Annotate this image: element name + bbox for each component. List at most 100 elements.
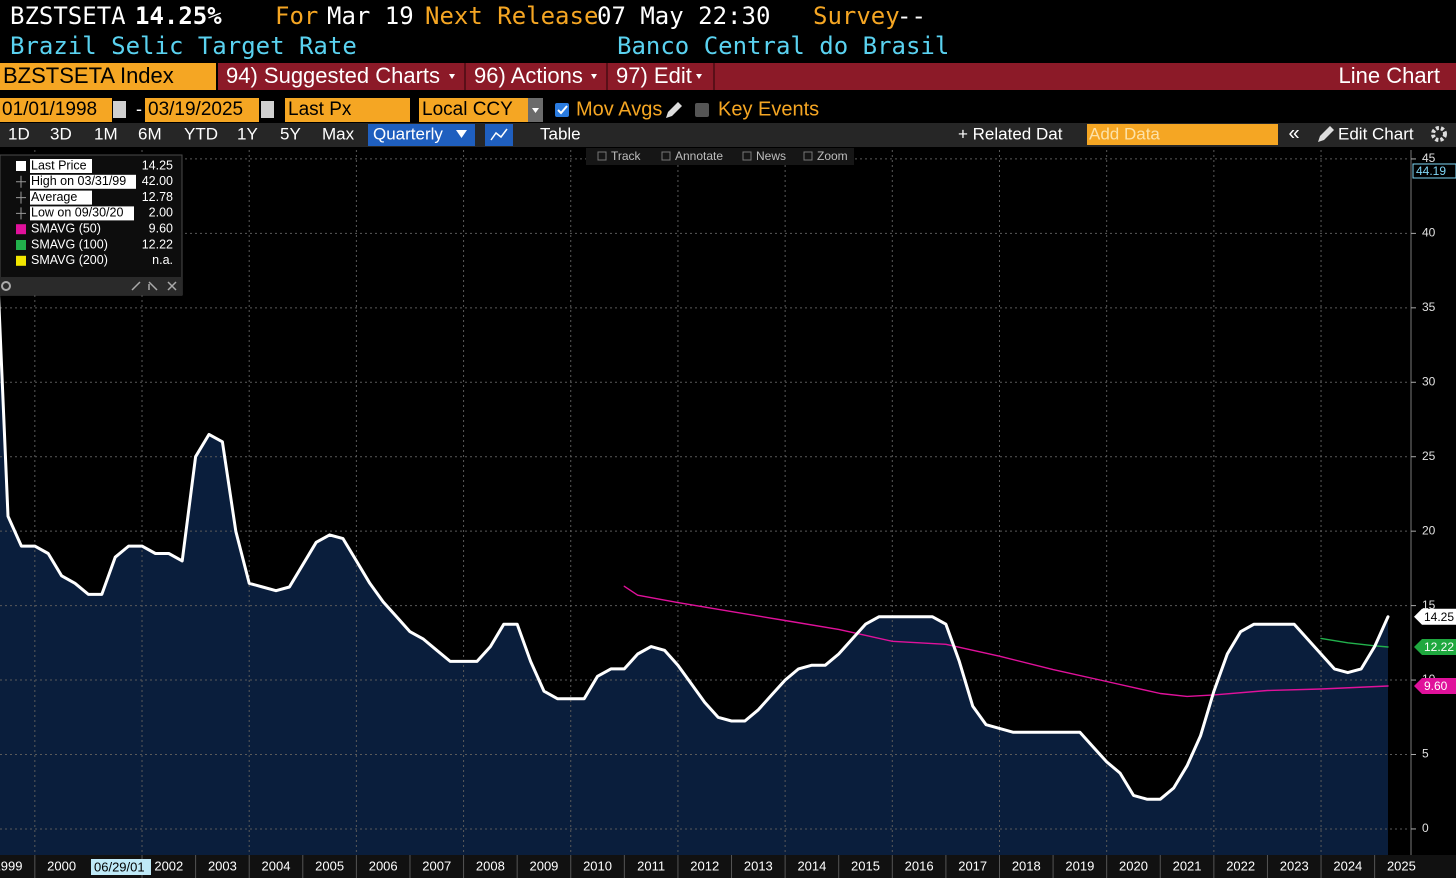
mov-avgs-label[interactable]: Mov Avgs	[576, 98, 662, 120]
y-tick-label: 0	[1422, 821, 1429, 835]
x-tick-label: 2005	[315, 858, 344, 873]
start-date[interactable]: 01/01/1998	[2, 99, 97, 120]
x-tick-label: 2012	[690, 858, 719, 873]
range-button[interactable]: YTD	[184, 124, 218, 143]
currency-box[interactable]	[419, 98, 528, 122]
field-box[interactable]	[285, 98, 410, 122]
x-tick-label: 2014	[797, 858, 826, 873]
moving-average-line	[1320, 637, 1389, 648]
menu-item[interactable]: 96) Actions	[474, 63, 583, 88]
settings-icon[interactable]	[1431, 126, 1447, 142]
menu-item[interactable]: 94) Suggested Charts	[226, 63, 440, 88]
x-tick-label: 2021	[1173, 858, 1202, 873]
legend-footer-icons	[131, 281, 177, 291]
for-date: Mar 19	[327, 2, 414, 30]
plot-area	[0, 150, 1410, 855]
collapse-button[interactable]: «	[1288, 122, 1299, 144]
end-date[interactable]: 03/19/2025	[148, 99, 243, 120]
y-tick-label: 5	[1422, 747, 1429, 761]
end-date-box[interactable]	[145, 98, 259, 122]
frequency-label[interactable]: Quarterly	[373, 124, 443, 143]
chart-type[interactable]: Line Chart	[1338, 63, 1440, 88]
value-flag	[1414, 608, 1456, 625]
edit-chart-button[interactable]: Edit Chart	[1338, 124, 1414, 143]
legend-label: SMAVG (100)	[31, 237, 108, 251]
for-label: For	[275, 2, 318, 30]
value-flag-label: 12.22	[1424, 640, 1454, 654]
security-name: Brazil Selic Target Rate	[10, 32, 357, 60]
release-date: 07 May 22:30	[597, 2, 770, 30]
x-tick-label: 2022	[1226, 858, 1255, 873]
legend-label: SMAVG (50)	[31, 221, 101, 235]
legend-label-bg	[30, 174, 136, 189]
range-button[interactable]: 1M	[94, 124, 118, 143]
legend-value: 42.00	[142, 174, 173, 188]
x-tick-label: 2013	[744, 858, 773, 873]
legend-label-bg	[30, 159, 92, 173]
calendar-icon[interactable]	[261, 101, 274, 118]
key-events-checkbox[interactable]	[695, 103, 709, 117]
x-tick-label: 2018	[1012, 858, 1041, 873]
value-flag	[1414, 678, 1456, 695]
tool-button[interactable]: News	[756, 149, 786, 163]
currency[interactable]: Local CCY	[422, 99, 513, 120]
x-tick-label: 2007	[422, 858, 451, 873]
range-button[interactable]: 1Y	[237, 124, 258, 143]
security-input[interactable]: BZSTSETA Index	[3, 63, 174, 88]
moving-average-line	[623, 585, 1389, 698]
value-flag-label: 14.25	[1424, 610, 1454, 624]
price-line	[0, 294, 1390, 801]
x-tick-label: 2016	[905, 858, 934, 873]
frequency-button[interactable]	[368, 124, 475, 146]
table-button[interactable]: Table	[540, 124, 581, 143]
related-data-button[interactable]: + Related Dat	[958, 124, 1063, 143]
legend-symbol	[16, 175, 26, 188]
legend-value: n.a.	[152, 253, 173, 267]
field[interactable]: Last Px	[288, 99, 352, 120]
cursor-x-label: 06/29/01	[94, 859, 145, 874]
x-tick-label: 2009	[529, 858, 558, 873]
x-tick-label: 2024	[1333, 858, 1362, 873]
x-axis-bar	[0, 855, 1456, 878]
tool-button[interactable]: Track	[611, 149, 642, 163]
security-source: Banco Central do Brasil	[617, 32, 949, 60]
legend-symbol	[16, 207, 26, 220]
range-button[interactable]: 6M	[138, 124, 162, 143]
x-tick-label: 2010	[583, 858, 612, 873]
y-tick-label: 20	[1422, 523, 1436, 537]
key-events-label[interactable]: Key Events	[718, 98, 819, 120]
security-box[interactable]	[0, 63, 216, 90]
add-data-input[interactable]	[1087, 124, 1278, 145]
start-date-box[interactable]	[0, 98, 112, 122]
tool-icon	[742, 151, 752, 161]
mov-avgs-checkbox[interactable]	[555, 103, 569, 117]
cursor-y-box	[1412, 163, 1456, 179]
y-tick-label: 35	[1422, 300, 1436, 314]
tool-button[interactable]: Zoom	[817, 149, 848, 163]
legend-swatch	[16, 161, 26, 171]
area-fill	[0, 329, 1388, 855]
x-tick-label: 2006	[369, 858, 398, 873]
calendar-icon[interactable]	[113, 101, 126, 118]
range-button[interactable]: 3D	[50, 124, 72, 143]
legend-value: 9.60	[149, 221, 173, 235]
pencil-icon[interactable]	[666, 102, 682, 118]
x-tick-label: 2003	[208, 858, 237, 873]
range-button[interactable]: 5Y	[280, 124, 301, 143]
range-button[interactable]: 1D	[8, 124, 30, 143]
menu-item[interactable]: 97) Edit	[616, 63, 692, 88]
range-button[interactable]: Max	[322, 124, 355, 143]
tool-button[interactable]: Annotate	[675, 149, 723, 163]
x-tick-label: 2017	[958, 858, 987, 873]
add-data-placeholder[interactable]: Add Data	[1089, 124, 1160, 143]
legend-swatch	[16, 224, 26, 235]
pencil-icon[interactable]	[1318, 126, 1334, 142]
x-tick-label: 2008	[476, 858, 505, 873]
x-tick-label: 2020	[1119, 858, 1148, 873]
x-tick-label: 2004	[262, 858, 291, 873]
legend-label: Low on 09/30/20	[31, 206, 123, 220]
legend-footer	[0, 277, 182, 295]
legend-label: Average	[31, 190, 77, 204]
